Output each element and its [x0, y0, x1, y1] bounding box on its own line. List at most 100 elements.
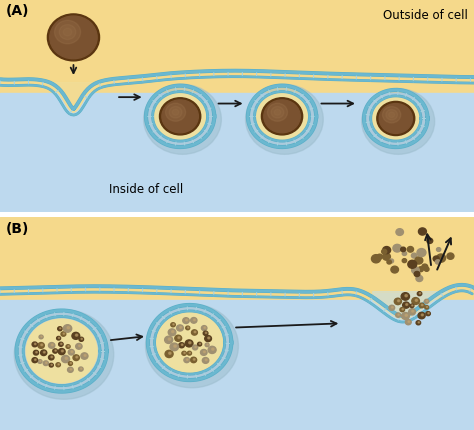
Circle shape — [208, 347, 216, 353]
Circle shape — [71, 351, 73, 353]
Circle shape — [405, 320, 411, 325]
Circle shape — [70, 369, 72, 370]
Circle shape — [382, 250, 387, 254]
Circle shape — [428, 313, 429, 314]
Circle shape — [68, 350, 74, 355]
Circle shape — [410, 261, 416, 267]
Text: (A): (A) — [6, 4, 29, 18]
Circle shape — [383, 107, 401, 124]
Circle shape — [159, 98, 201, 135]
Circle shape — [418, 322, 419, 323]
Circle shape — [204, 327, 206, 329]
Circle shape — [191, 357, 197, 363]
Circle shape — [63, 333, 64, 335]
Circle shape — [405, 314, 408, 316]
Circle shape — [383, 254, 391, 261]
Circle shape — [183, 318, 189, 324]
Circle shape — [61, 350, 64, 352]
Circle shape — [188, 327, 189, 329]
Circle shape — [32, 358, 37, 363]
Circle shape — [401, 248, 406, 252]
Circle shape — [212, 348, 214, 350]
Circle shape — [402, 309, 403, 310]
Circle shape — [198, 343, 201, 346]
Circle shape — [417, 249, 426, 257]
Circle shape — [192, 345, 198, 350]
Circle shape — [412, 310, 414, 313]
Circle shape — [79, 367, 83, 371]
Circle shape — [51, 364, 52, 366]
Circle shape — [75, 335, 78, 336]
Circle shape — [35, 359, 36, 361]
Circle shape — [372, 255, 381, 263]
Circle shape — [39, 335, 43, 339]
Circle shape — [396, 229, 403, 236]
Circle shape — [427, 239, 433, 244]
Polygon shape — [373, 292, 448, 319]
Circle shape — [394, 298, 401, 305]
Circle shape — [165, 104, 186, 122]
Circle shape — [172, 331, 174, 333]
Circle shape — [40, 361, 41, 362]
Circle shape — [410, 304, 414, 308]
Circle shape — [377, 102, 415, 136]
Circle shape — [246, 85, 323, 155]
Circle shape — [36, 352, 37, 353]
Circle shape — [379, 104, 412, 134]
Circle shape — [422, 264, 428, 270]
Circle shape — [14, 310, 114, 399]
Circle shape — [164, 336, 173, 344]
Circle shape — [168, 338, 171, 341]
Circle shape — [170, 343, 179, 351]
Circle shape — [421, 314, 423, 316]
Circle shape — [412, 305, 413, 306]
Polygon shape — [373, 292, 448, 319]
Circle shape — [26, 319, 97, 383]
Circle shape — [35, 344, 36, 345]
Circle shape — [419, 293, 420, 294]
Circle shape — [201, 350, 207, 356]
Circle shape — [79, 338, 83, 341]
Circle shape — [72, 332, 80, 340]
Circle shape — [64, 325, 72, 332]
Circle shape — [61, 344, 62, 345]
Circle shape — [201, 326, 207, 331]
Circle shape — [205, 359, 207, 361]
Circle shape — [60, 328, 61, 329]
Circle shape — [389, 259, 393, 263]
Circle shape — [182, 344, 183, 346]
Circle shape — [418, 267, 423, 272]
Circle shape — [43, 361, 48, 366]
Text: Inside of cell: Inside of cell — [109, 183, 183, 196]
Circle shape — [386, 110, 397, 121]
Circle shape — [144, 85, 221, 155]
Circle shape — [424, 300, 429, 304]
Circle shape — [182, 351, 186, 356]
Circle shape — [81, 338, 82, 340]
Circle shape — [168, 329, 176, 336]
Circle shape — [73, 355, 79, 361]
Circle shape — [412, 298, 419, 305]
Circle shape — [177, 325, 183, 331]
Circle shape — [59, 342, 63, 347]
Circle shape — [412, 267, 419, 274]
Circle shape — [202, 358, 209, 363]
Circle shape — [205, 332, 207, 334]
Circle shape — [62, 356, 70, 363]
Circle shape — [195, 347, 196, 348]
Circle shape — [79, 345, 81, 347]
Circle shape — [51, 356, 53, 358]
Circle shape — [56, 337, 61, 340]
Circle shape — [425, 306, 428, 309]
Circle shape — [436, 260, 440, 264]
Circle shape — [61, 332, 66, 336]
Circle shape — [267, 104, 288, 122]
Circle shape — [419, 304, 424, 308]
Circle shape — [81, 368, 82, 369]
Circle shape — [433, 256, 439, 262]
Circle shape — [184, 358, 190, 363]
Circle shape — [402, 259, 407, 263]
Circle shape — [186, 326, 190, 330]
Circle shape — [415, 300, 418, 301]
Circle shape — [193, 359, 195, 360]
